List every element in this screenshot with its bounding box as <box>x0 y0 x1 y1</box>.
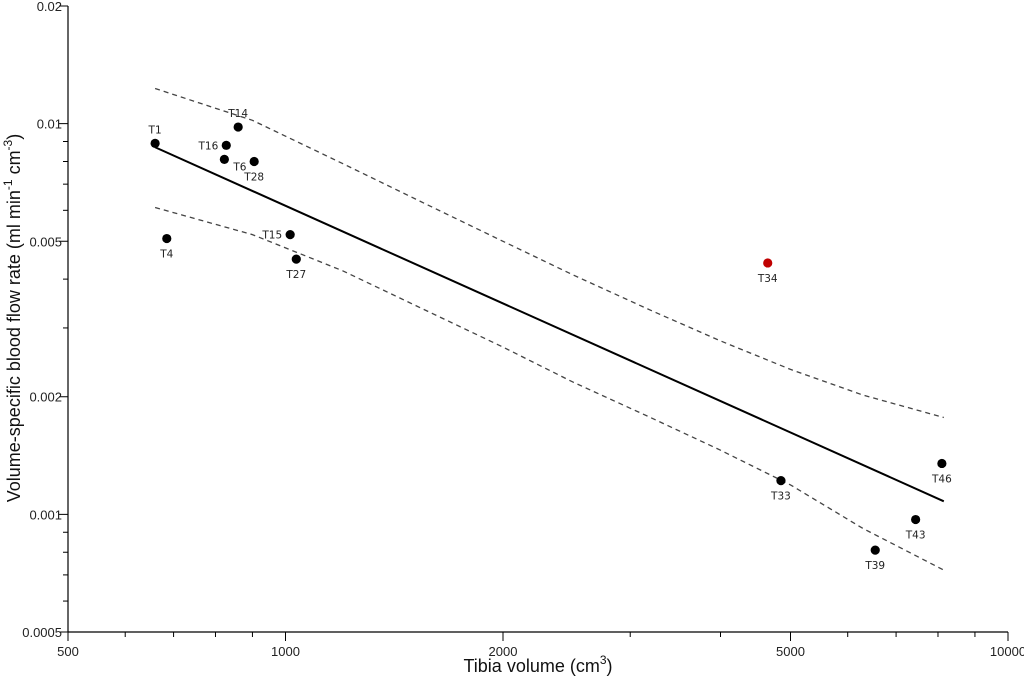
y-tick-label: 0.001 <box>29 507 62 522</box>
data-point-t6 <box>219 154 229 164</box>
point-label-t27: T27 <box>285 269 306 281</box>
y-tick-label: 0.005 <box>29 234 62 249</box>
point-label-t16: T16 <box>197 140 218 152</box>
data-point-t15 <box>285 229 295 240</box>
data-point-t14 <box>233 122 243 132</box>
y-tick-label: 0.002 <box>29 390 62 405</box>
y-tick-label: 0.01 <box>37 117 62 132</box>
x-tick-label: 2000 <box>489 644 518 659</box>
x-tick-label: 500 <box>57 644 79 659</box>
regression-line <box>154 146 945 503</box>
x-axis-title: Tibia volume (cm3) <box>463 653 612 676</box>
point-label-t15: T15 <box>261 230 282 242</box>
x-tick-label: 5000 <box>776 644 805 659</box>
data-point-t46 <box>937 458 947 469</box>
point-label-t39: T39 <box>864 560 885 572</box>
data-point-t33 <box>776 476 786 486</box>
y-axis-title-sup1: -1 <box>1 179 15 190</box>
point-label-t6: T6 <box>232 161 246 173</box>
data-point-t28 <box>249 156 259 167</box>
x-tick-label: 1000 <box>271 644 300 659</box>
point-label-t43: T43 <box>905 530 926 542</box>
axes <box>67 6 1008 633</box>
y-tick-label: 0.0005 <box>22 625 62 640</box>
data-point-t1 <box>150 138 160 149</box>
data-point-t43 <box>911 514 921 525</box>
y-tick-label: 0.02 <box>37 0 62 14</box>
point-label-t33: T33 <box>770 491 791 503</box>
point-label-t14: T14 <box>227 108 248 120</box>
y-axis-title-mid: cm <box>4 150 24 179</box>
x-axis-title-tail: ) <box>607 656 613 676</box>
point-label-t46: T46 <box>931 473 952 485</box>
data-point-t34 <box>763 258 773 268</box>
confidence-band-upper <box>154 87 944 419</box>
data-point-t4 <box>162 233 172 244</box>
data-point-t16 <box>221 140 231 150</box>
data-point-t27 <box>291 254 301 264</box>
x-axis-title-sup: 3 <box>600 653 607 667</box>
confidence-band-lower <box>154 206 945 571</box>
point-label-t28: T28 <box>243 171 264 183</box>
point-label-t4: T4 <box>159 249 173 261</box>
confidence-bands <box>154 87 945 571</box>
ticks: 500 1000 2000 5000 10000 0.0005 0.001 0.002 0.00… <box>22 0 1024 659</box>
regression-line-group <box>154 146 945 503</box>
point-label-t34: T34 <box>757 273 778 285</box>
x-axis-title-main: Tibia volume (cm <box>463 656 599 676</box>
point-label-t1: T1 <box>148 124 162 136</box>
y-axis-title-tail: ) <box>4 134 24 140</box>
data-point-t39 <box>870 545 880 555</box>
y-axis-title-main: Volume-specific blood flow rate (ml min <box>4 190 24 502</box>
y-axis-title-sup2: -3 <box>1 139 15 150</box>
y-axis-title: Volume-specific blood flow rate (ml min-… <box>1 134 24 502</box>
x-tick-label: 10000 <box>990 644 1024 659</box>
